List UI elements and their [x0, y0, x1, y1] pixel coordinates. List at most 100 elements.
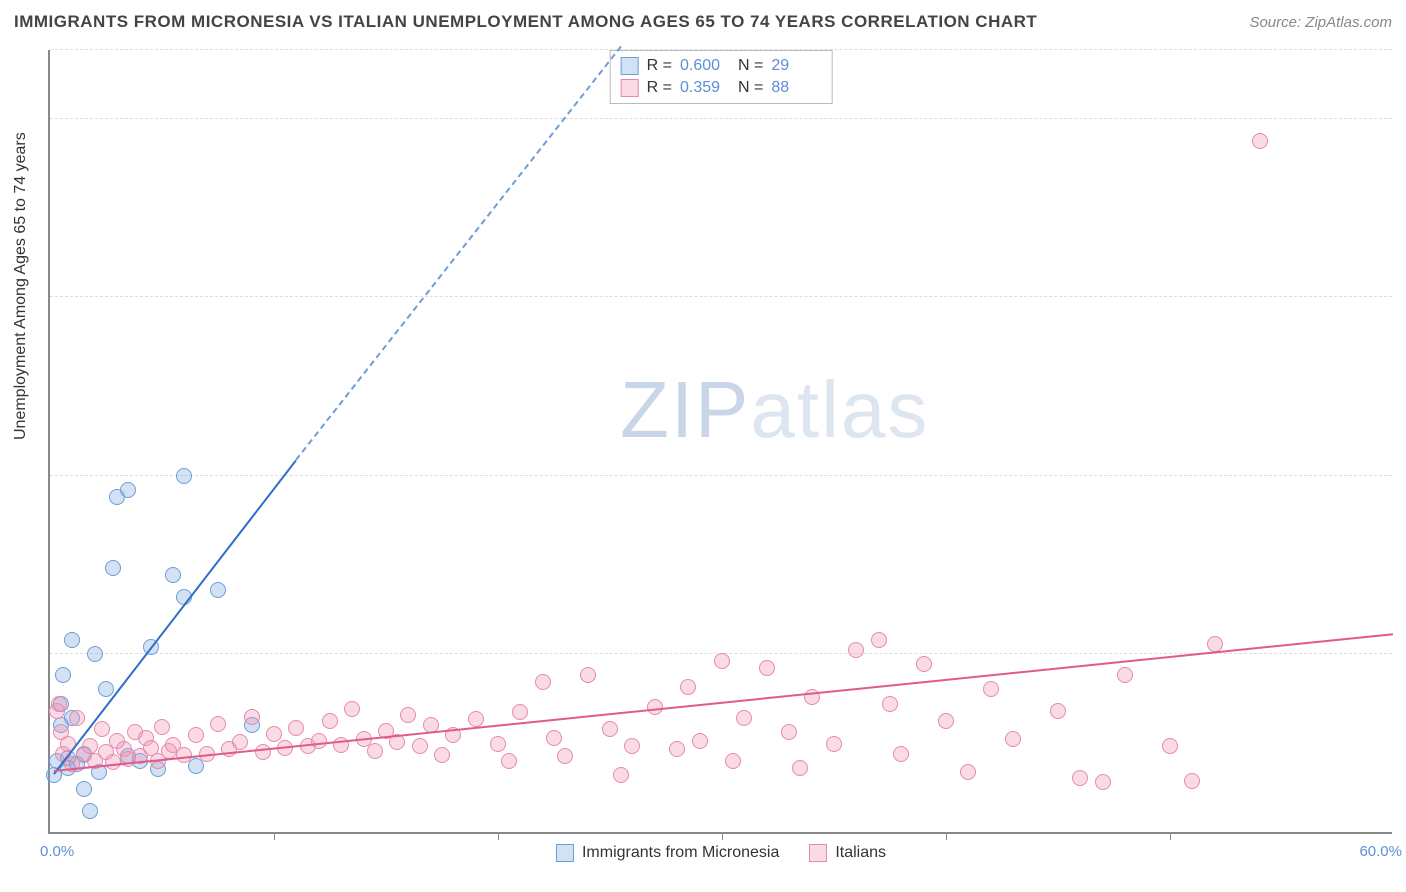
data-point [434, 747, 450, 763]
data-point [613, 767, 629, 783]
x-axis-max: 60.0% [1359, 843, 1402, 860]
source-label: Source: ZipAtlas.com [1249, 14, 1392, 31]
data-point [1252, 133, 1268, 149]
gridline [50, 118, 1392, 119]
data-point [55, 667, 71, 683]
r-label: R = [647, 57, 672, 75]
y-tick-label: 12.5% [1400, 645, 1406, 662]
data-point [490, 736, 506, 752]
data-point [983, 681, 999, 697]
data-point [1095, 774, 1111, 790]
gridline [50, 475, 1392, 476]
data-point [188, 758, 204, 774]
r-value-2: 0.359 [680, 79, 730, 97]
data-point [1072, 770, 1088, 786]
data-point [916, 656, 932, 672]
x-tick [274, 832, 275, 840]
data-point [669, 741, 685, 757]
data-point [938, 713, 954, 729]
data-point [188, 727, 204, 743]
legend-label-2: Italians [835, 844, 886, 862]
trend-line [54, 460, 297, 775]
data-point [602, 721, 618, 737]
legend: Immigrants from Micronesia Italians [556, 844, 886, 862]
data-point [322, 713, 338, 729]
data-point [232, 734, 248, 750]
x-tick [946, 832, 947, 840]
data-point [94, 721, 110, 737]
data-point [714, 653, 730, 669]
data-point [1162, 738, 1178, 754]
watermark: ZIPatlas [620, 364, 929, 456]
data-point [1005, 731, 1021, 747]
x-tick [722, 832, 723, 840]
stats-row-1: R = 0.600 N = 29 [621, 55, 822, 77]
x-axis-min: 0.0% [40, 843, 74, 860]
data-point [781, 724, 797, 740]
stats-box: R = 0.600 N = 29 R = 0.359 N = 88 [610, 50, 833, 104]
data-point [210, 716, 226, 732]
data-point [105, 560, 121, 576]
data-point [412, 738, 428, 754]
data-point [51, 696, 67, 712]
data-point [792, 760, 808, 776]
data-point [624, 738, 640, 754]
data-point [176, 468, 192, 484]
r-label: R = [647, 79, 672, 97]
y-tick-label: 50.0% [1400, 111, 1406, 128]
data-point [725, 753, 741, 769]
data-point [244, 709, 260, 725]
data-point [501, 753, 517, 769]
data-point [546, 730, 562, 746]
y-tick-label: 37.5% [1400, 289, 1406, 306]
data-point [64, 632, 80, 648]
data-point [120, 482, 136, 498]
chart-title: IMMIGRANTS FROM MICRONESIA VS ITALIAN UN… [14, 12, 1037, 32]
swatch-series-1 [621, 57, 639, 75]
data-point [98, 681, 114, 697]
data-point [105, 754, 121, 770]
plot-area: ZIPatlas R = 0.600 N = 29 R = 0.359 N = … [48, 50, 1392, 834]
data-point [647, 699, 663, 715]
data-point [826, 736, 842, 752]
legend-swatch-2 [809, 844, 827, 862]
r-value-1: 0.600 [680, 57, 730, 75]
data-point [154, 719, 170, 735]
data-point [882, 696, 898, 712]
data-point [893, 746, 909, 762]
data-point [288, 720, 304, 736]
data-point [266, 726, 282, 742]
n-value-2: 88 [771, 79, 821, 97]
data-point [1184, 773, 1200, 789]
n-label: N = [738, 57, 763, 75]
y-axis-label: Unemployment Among Ages 65 to 74 years [12, 132, 30, 440]
data-point [1050, 703, 1066, 719]
data-point [1207, 636, 1223, 652]
data-point [580, 667, 596, 683]
data-point [165, 567, 181, 583]
x-tick [498, 832, 499, 840]
data-point [255, 744, 271, 760]
data-point [692, 733, 708, 749]
data-point [210, 582, 226, 598]
stats-row-2: R = 0.359 N = 88 [621, 77, 822, 99]
data-point [82, 803, 98, 819]
legend-item-1: Immigrants from Micronesia [556, 844, 779, 862]
data-point [736, 710, 752, 726]
x-tick [1170, 832, 1171, 840]
trend-line [296, 46, 622, 461]
data-point [400, 707, 416, 723]
data-point [871, 632, 887, 648]
data-point [848, 642, 864, 658]
data-point [344, 701, 360, 717]
data-point [87, 646, 103, 662]
data-point [512, 704, 528, 720]
legend-item-2: Italians [809, 844, 886, 862]
gridline [50, 49, 1392, 50]
data-point [69, 710, 85, 726]
data-point [311, 733, 327, 749]
swatch-series-2 [621, 79, 639, 97]
data-point [960, 764, 976, 780]
data-point [468, 711, 484, 727]
data-point [1117, 667, 1133, 683]
